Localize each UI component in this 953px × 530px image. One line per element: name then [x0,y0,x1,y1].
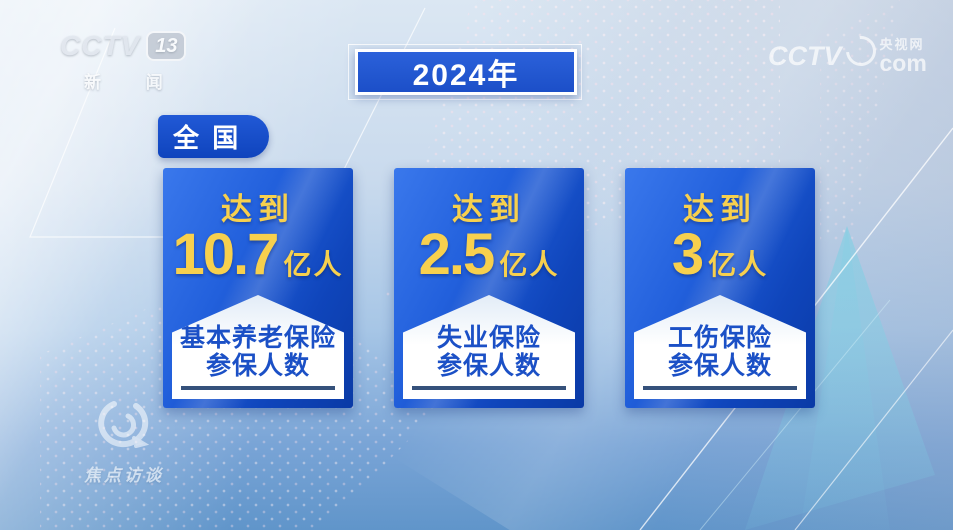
year-plate-frame [348,44,582,100]
stat-label-line1: 基本养老保险 [179,324,336,352]
stat-label-plate: 失业保险 参保人数 [403,295,575,399]
jiaodian-fangtan-swirl-icon [98,401,150,448]
stat-label-plate: 基本养老保险 参保人数 [172,295,344,399]
year-plate: 2024年 [355,49,577,95]
channel-13-badge: 13 [146,31,187,61]
stat-value: 2.5 [418,222,496,287]
stat-prefix: 达到 [452,192,526,227]
cctv-com-logo: CCTV 央视网 com [768,29,927,76]
scope-tag-nationwide: 全 国 [158,115,270,158]
cctv-com-domain: com [879,50,927,76]
stat-card-pension: 达到 10.7 亿人 基本养老保险 参保人数 [163,168,353,408]
stat-label-underline [643,386,797,390]
stat-label-line1: 失业保险 [436,324,541,352]
program-name: 焦点访谈 [84,466,164,485]
stat-cards-row: 达到 10.7 亿人 基本养老保险 参保人数 达到 2.5 亿人 失业保险 参保… [163,168,815,408]
cctv13-caption: 新 闻 [84,73,183,92]
stat-unit: 亿人 [499,249,560,280]
stat-figure: 2.5 亿人 [394,222,584,287]
stat-prefix: 达到 [221,192,295,227]
program-logo: 焦点访谈 [84,398,164,486]
cctv-com-brand-text: CCTV [768,41,842,71]
stat-label-line2: 参保人数 [667,352,772,380]
stat-unit: 亿人 [708,249,769,280]
stat-figure: 3 亿人 [625,222,815,287]
stat-label-underline [412,386,566,390]
stat-label-line2: 参保人数 [436,352,541,380]
cctv-com-site-name: 央视网 [879,37,925,52]
dot-mesh-pattern [820,0,900,240]
stat-prefix: 达到 [683,192,757,227]
stat-label-underline [181,386,335,390]
stat-figure: 10.7 亿人 [163,222,353,287]
stat-card-work-injury: 达到 3 亿人 工伤保险 参保人数 [625,168,815,408]
stat-label-line1: 工伤保险 [667,324,772,352]
stat-value: 3 [671,222,704,287]
stat-value: 10.7 [172,222,280,287]
stat-unit: 亿人 [283,249,344,280]
stat-label-plate: 工伤保险 参保人数 [634,295,806,399]
stat-label-line2: 参保人数 [205,352,310,380]
cctv13-brand-text: CCTV [60,30,141,61]
cctv-com-ring-icon [839,29,882,72]
stat-card-unemployment: 达到 2.5 亿人 失业保险 参保人数 [394,168,584,408]
cctv13-logo: CCTV 13 新 闻 [60,30,187,93]
